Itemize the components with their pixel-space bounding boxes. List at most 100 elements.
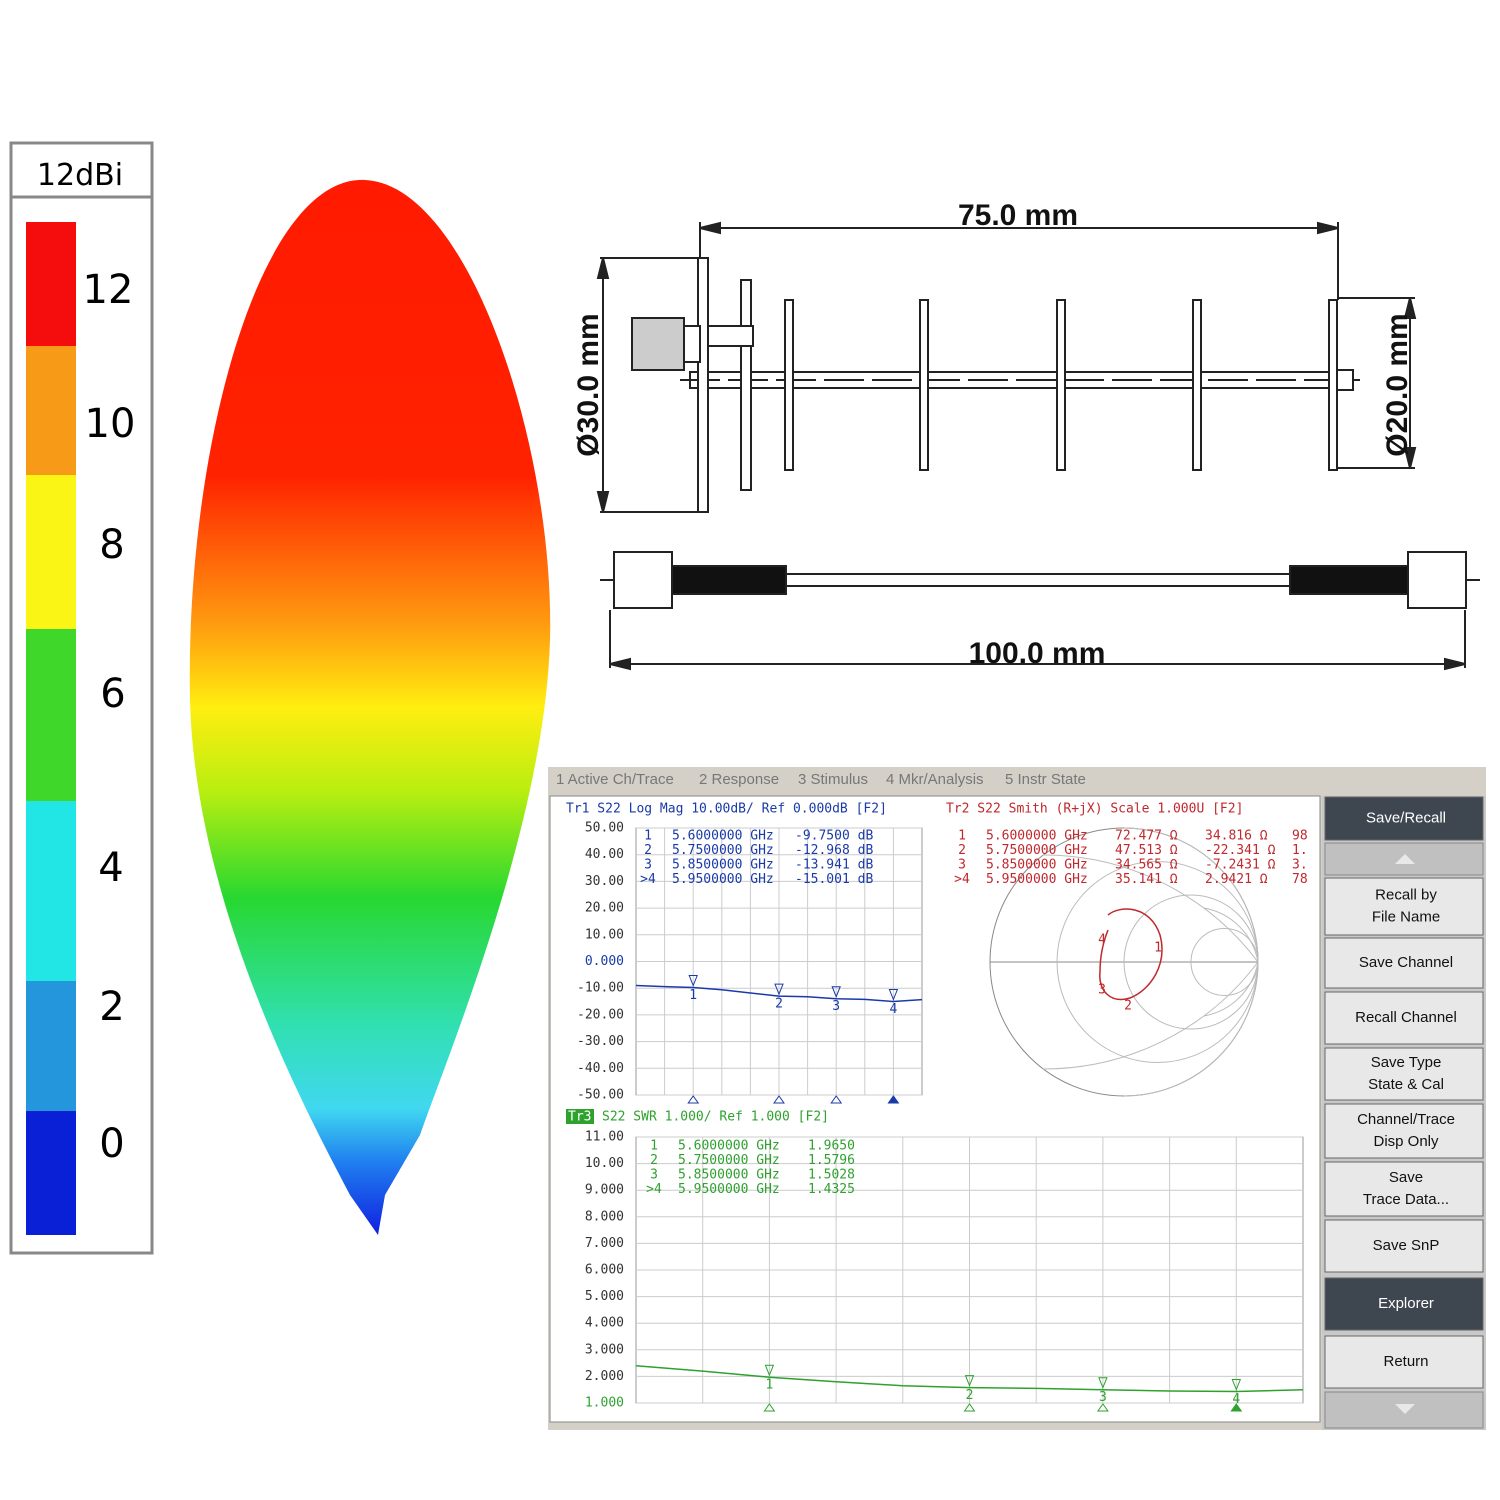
softkey-label: File Name: [1372, 908, 1440, 925]
y-tick-label: -30.00: [577, 1034, 624, 1049]
colorbar-label: 4: [98, 845, 123, 891]
marker-readout: 35.141 Ω: [1115, 872, 1178, 887]
softkey[interactable]: [1324, 1047, 1484, 1101]
marker-readout: 1: [958, 829, 966, 844]
marker-readout: -9.7500 dB: [795, 829, 873, 844]
softkey[interactable]: [1324, 877, 1484, 936]
y-tick-label: 10.00: [585, 1156, 624, 1171]
marker-readout: 1.9650: [808, 1139, 855, 1154]
marker-readout: 1.5028: [808, 1168, 855, 1183]
y-tick-label: 5.000: [585, 1289, 624, 1304]
marker: [1098, 1377, 1108, 1390]
marker-readout: 98: [1292, 829, 1308, 844]
marker-readout: 5.7500000 GHz: [672, 843, 774, 858]
softkey-label: Save/Recall: [1366, 809, 1446, 826]
y-tick-label: 3.000: [585, 1342, 624, 1357]
softkey-label: Return: [1383, 1353, 1428, 1370]
menu-tab: 3 Stimulus: [798, 771, 868, 788]
marker-readout: 3: [650, 1168, 658, 1183]
colorbar-title: 12dBi: [37, 158, 123, 193]
arrow-icon: [1395, 854, 1415, 864]
marker-readout: 2: [650, 1153, 658, 1168]
softkey[interactable]: [1324, 1277, 1484, 1331]
marker-readout: 5.6000000 GHz: [986, 829, 1088, 844]
softkey[interactable]: [1324, 796, 1484, 841]
softkey[interactable]: [1324, 937, 1484, 989]
marker-readout: 2: [644, 843, 652, 858]
trace-header: Tr1 S22 Log Mag 10.00dB/ Ref 0.000dB [F2…: [566, 802, 887, 817]
softkey[interactable]: [1324, 991, 1484, 1045]
softkey-label: Recall Channel: [1355, 1009, 1457, 1026]
y-tick-label: 11.00: [585, 1130, 624, 1145]
marker-readout: 5.9500000 GHz: [672, 872, 774, 887]
marker-readout: 2.9421 Ω: [1205, 872, 1268, 887]
marker-readout: 5.7500000 GHz: [678, 1153, 780, 1168]
dimension-label: 75.0 mm: [958, 199, 1078, 232]
marker-readout: 5.9500000 GHz: [986, 872, 1088, 887]
marker-readout: 34.816 Ω: [1205, 829, 1268, 844]
marker: [888, 989, 899, 1001]
colorbar-label: 10: [85, 401, 136, 447]
marker-label: 1: [1154, 941, 1162, 956]
menu-tab: 1 Active Ch/Trace: [556, 771, 674, 788]
trace-header: Tr2 S22 Smith (R+jX) Scale 1.000U [F2]: [946, 802, 1243, 817]
marker-readout: 5.8500000 GHz: [986, 858, 1088, 873]
softkey[interactable]: [1324, 1219, 1484, 1273]
marker-readout: -13.941 dB: [795, 858, 873, 873]
softkey-label: Explorer: [1378, 1295, 1434, 1312]
softkey-label: Save: [1389, 1169, 1423, 1186]
marker-readout: 34.565 Ω: [1115, 858, 1178, 873]
y-tick-label: 8.000: [585, 1209, 624, 1224]
colorbar-label: 6: [100, 671, 125, 717]
marker-readout: 5.6000000 GHz: [672, 829, 774, 844]
vna-screen: 1 Active Ch/Trace 2 Response 3 Stimulus 4 M…: [548, 767, 1486, 1430]
softkey[interactable]: [1324, 1335, 1484, 1389]
marker-readout: 1: [644, 829, 652, 844]
marker: [887, 1095, 900, 1104]
y-tick-label: 30.00: [585, 874, 624, 889]
y-tick-label: 9.000: [585, 1183, 624, 1198]
marker-readout: -22.341 Ω: [1205, 843, 1276, 858]
menu-tab: 2 Response: [699, 771, 779, 788]
softkey-label: Save SnP: [1373, 1237, 1440, 1254]
y-tick-label: 20.00: [585, 901, 624, 916]
arrow-icon: [1395, 1404, 1415, 1414]
marker-readout: 3: [644, 858, 652, 873]
menu-tab: 5 Instr State: [1005, 771, 1086, 788]
y-tick-label: 4.000: [585, 1316, 624, 1331]
y-tick-label: 7.000: [585, 1236, 624, 1251]
y-tick-label: 6.000: [585, 1263, 624, 1278]
marker-readout: -12.968 dB: [795, 843, 873, 858]
marker-readout: 1.4325: [808, 1182, 855, 1197]
colorbar-label: 8: [99, 522, 124, 568]
marker-readout: 3.: [1292, 858, 1308, 873]
marker-readout: 1.5796: [808, 1153, 855, 1168]
trace-badge: [566, 1109, 594, 1124]
softkey[interactable]: [1324, 1161, 1484, 1217]
marker-label: 2: [966, 1388, 974, 1403]
y-tick-label: 10.00: [585, 927, 624, 942]
y-tick-label: 0.000: [585, 954, 624, 969]
marker-readout: 2: [958, 843, 966, 858]
marker: [763, 1403, 776, 1412]
marker-readout: 5.8500000 GHz: [672, 858, 774, 873]
trace-badge-label: Tr3: [568, 1110, 591, 1125]
marker-readout: -7.2431 Ω: [1205, 858, 1276, 873]
marker-readout: >4: [954, 872, 970, 887]
trace-header: S22 SWR 1.000/ Ref 1.000 [F2]: [602, 1110, 829, 1125]
marker-readout: 5.6000000 GHz: [678, 1139, 780, 1154]
marker-readout: 72.477 Ω: [1115, 829, 1178, 844]
menu-tab: 4 Mkr/Analysis: [886, 771, 984, 788]
marker-label: 3: [1099, 1390, 1107, 1405]
marker: [963, 1403, 976, 1412]
softkey-label: Channel/Trace: [1357, 1111, 1455, 1128]
marker: [1230, 1403, 1243, 1412]
marker: [773, 1095, 785, 1104]
softkey[interactable]: [1324, 1103, 1484, 1159]
y-tick-label: -10.00: [577, 981, 624, 996]
marker-readout: >4: [640, 872, 656, 887]
marker-readout: 5.8500000 GHz: [678, 1168, 780, 1183]
marker: [688, 975, 698, 987]
softkey-label: Save Channel: [1359, 954, 1453, 971]
